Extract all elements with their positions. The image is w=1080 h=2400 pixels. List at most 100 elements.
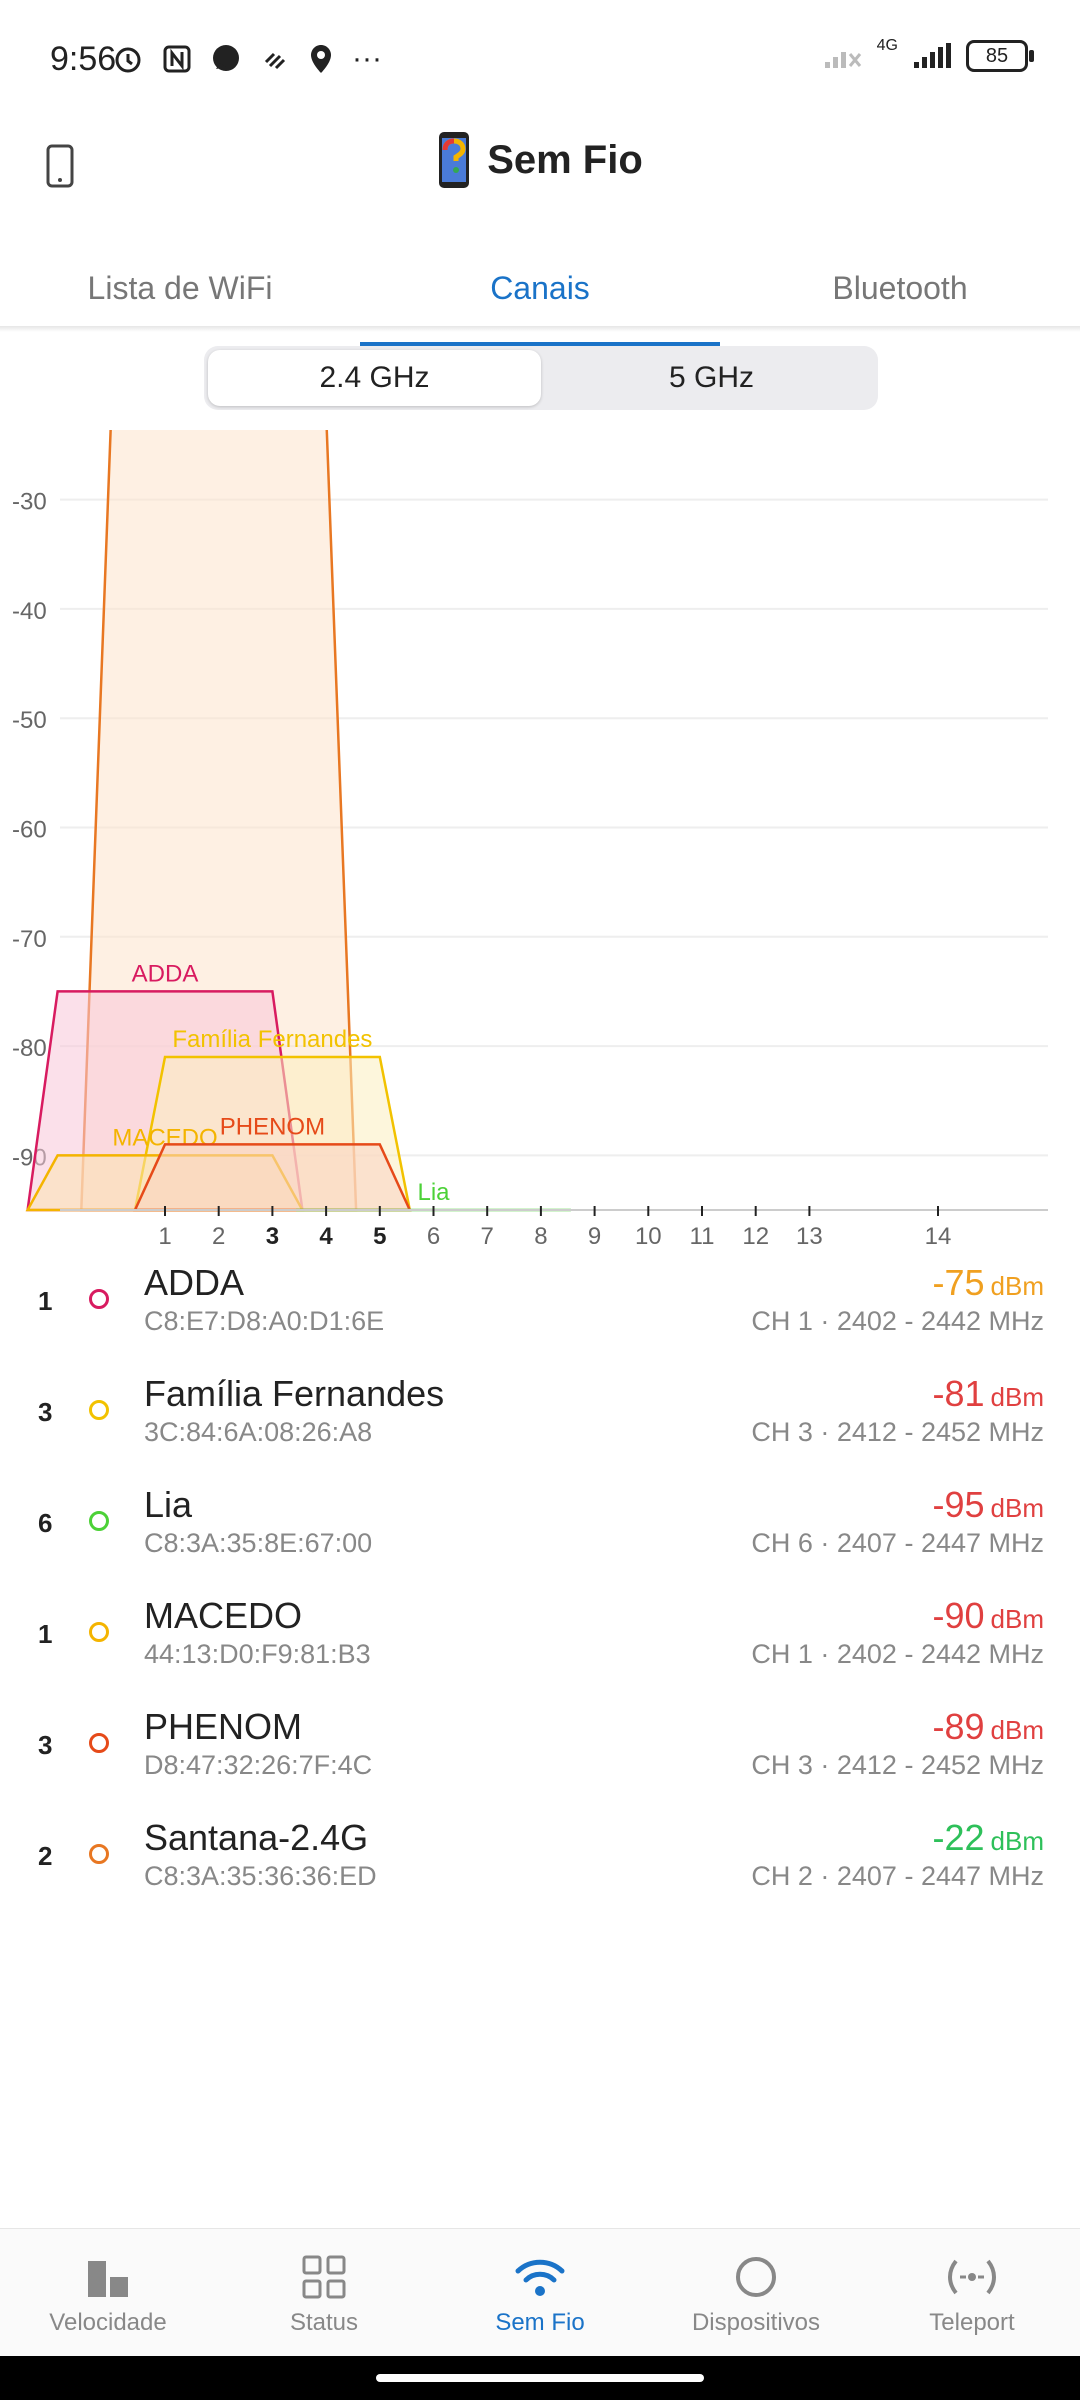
x-tick-label: 5 (373, 1223, 386, 1250)
network-ssid: MACEDO (144, 1595, 303, 1636)
chart-y-axis: -30-40-50-60-70-80-90 (12, 489, 47, 1172)
list-item[interactable]: 2 Santana-2.4G C8:3A:35:36:36:ED -22 dBm CH 2… (0, 1805, 1080, 1916)
network-channel-info: CH 1 · 2402 - 2442 MHz (751, 1306, 1044, 1336)
tab-lista-de-wifi[interactable]: Lista de WiFi (87, 270, 273, 306)
page-title: Sem Fio (0, 130, 1080, 190)
x-tick-label: 14 (925, 1223, 952, 1250)
phone-logo-icon (439, 132, 470, 188)
list-item[interactable]: 1 MACEDO 44:13:D0:F9:81:B3 -90 dBm CH 1 · 240… (0, 1583, 1080, 1694)
x-tick-label: 12 (742, 1223, 769, 1250)
battery-indicator: 85 (966, 40, 1034, 72)
device-icon[interactable] (44, 130, 82, 198)
list-item[interactable]: 1 ADDA C8:E7:D8:A0:D1:6E -75 dBm CH 1 · 2402 … (0, 1250, 1080, 1361)
signal-value: -90 (932, 1595, 985, 1636)
tab-bluetooth[interactable]: Bluetooth (832, 270, 968, 306)
x-tick-label: 13 (796, 1223, 823, 1250)
y-tick-label: -40 (12, 598, 47, 625)
status-icons: ··· (112, 42, 382, 76)
signal-unit: dBm (990, 1382, 1044, 1412)
nav-label: Status (289, 2309, 359, 2336)
network-color-dot (89, 1511, 109, 1531)
channel-number: 6 (38, 1508, 53, 1538)
nav-teleport[interactable]: Teleport (864, 2229, 1080, 2357)
nav-sem-fio[interactable]: Sem Fio (432, 2229, 648, 2357)
gesture-bar[interactable] (376, 2374, 704, 2382)
app-title: Sem Fio (487, 137, 643, 182)
y-tick-label: -60 (12, 817, 47, 844)
network-signal: -22 dBm (933, 1817, 1045, 1859)
network-channel-info: CH 1 · 2402 - 2442 MHz (751, 1639, 1044, 1669)
band-5ghz-button[interactable]: 5 GHz (668, 361, 755, 394)
x-tick-label: 6 (427, 1223, 440, 1250)
network-channel-info: CH 2 · 2407 - 2447 MHz (751, 1861, 1044, 1891)
band-2-4ghz-button[interactable]: 2.4 GHz (208, 350, 541, 406)
tabs-divider (0, 326, 1080, 332)
x-tick-label: 4 (319, 1223, 333, 1250)
signal-unit: dBm (990, 1493, 1044, 1523)
nav-label: Velocidade (49, 2309, 167, 2336)
x-tick-label: 2 (212, 1223, 225, 1250)
network-ssid: Santana-2.4G (144, 1817, 369, 1858)
signal-unit: dBm (990, 1826, 1044, 1856)
network-color-dot (89, 1844, 109, 1864)
x-tick-label: 9 (588, 1223, 601, 1250)
network-channel-info: CH 3 · 2412 - 2452 MHz (751, 1750, 1044, 1780)
signal-value: -81 (932, 1373, 985, 1414)
bottom-nav: Velocidade Status Sem Fio Dispositivos T… (0, 2228, 1080, 2357)
signal-unit: dBm (990, 1715, 1044, 1745)
location-icon (311, 45, 331, 73)
nav-status[interactable]: Status (216, 2229, 432, 2357)
network-bssid: C8:3A:35:8E:67:00 (144, 1528, 373, 1558)
alarm-icon (115, 47, 141, 73)
channel-number: 1 (38, 1286, 53, 1316)
x-tick-label: 1 (158, 1223, 171, 1250)
signal-value: -89 (932, 1706, 985, 1747)
network-signal: -95 dBm (933, 1484, 1045, 1526)
network-signal: -89 dBm (933, 1706, 1045, 1748)
network-signal: -90 dBm (933, 1595, 1045, 1637)
network-bssid: 3C:84:6A:08:26:A8 (144, 1417, 373, 1447)
nav-velocidade[interactable]: Velocidade (0, 2229, 216, 2357)
nav-dispositivos[interactable]: Dispositivos (648, 2229, 864, 2357)
x-tick-label: 11 (690, 1223, 715, 1250)
channel-number: 2 (38, 1841, 53, 1871)
tab-canais[interactable]: Canais (360, 250, 720, 348)
network-bssid: C8:3A:35:36:36:ED (144, 1861, 377, 1891)
network-color-dot (89, 1400, 109, 1420)
network-curve (133, 1143, 412, 1212)
tab-bar: Lista de WiFi Canais Bluetooth (0, 250, 1080, 348)
status-bar: 9:56 ··· 4G 85 (0, 0, 1080, 110)
app-bar: Sem Fio Lista de WiFi Canais Bluetooth (0, 110, 1080, 348)
band-toggle: 2.4 GHz 5 GHz (204, 346, 878, 410)
signal-icon (914, 43, 951, 68)
network-label: PHENOM (220, 1113, 325, 1140)
y-tick-label: -50 (12, 707, 47, 734)
network-color-dot (89, 1622, 109, 1642)
list-item[interactable]: 6 Lia C8:3A:35:8E:67:00 -95 dBm CH 6 · 2407 -… (0, 1472, 1080, 1583)
network-signal: -75 dBm (933, 1262, 1045, 1304)
nav-label: Sem Fio (495, 2309, 585, 2336)
network-ssid: Lia (144, 1484, 193, 1525)
grid-icon (302, 2255, 346, 2299)
list-item[interactable]: 3 PHENOM D8:47:32:26:7F:4C -89 dBm CH 3 · 241… (0, 1694, 1080, 1805)
circle-icon (736, 2257, 776, 2297)
list-item[interactable]: 3 Família Fernandes 3C:84:6A:08:26:A8 -81 dB… (0, 1361, 1080, 1472)
signal-value: -75 (932, 1262, 985, 1303)
network-ssid: ADDA (144, 1262, 245, 1303)
network-ssid: PHENOM (144, 1706, 303, 1747)
nfc-icon (163, 45, 191, 73)
signal-unit: dBm (990, 1271, 1044, 1301)
network-type: 4G (876, 37, 898, 54)
network-channel-info: CH 6 · 2407 - 2447 MHz (751, 1528, 1044, 1558)
network-ssid: Família Fernandes (144, 1373, 445, 1414)
more-icon: ··· (352, 42, 382, 75)
speed-icon (88, 2261, 128, 2297)
chart-x-axis: 1 2 3 4 5 6 7 8 9 10 11 12 13 14 (60, 1206, 1048, 1250)
network-label: Família Fernandes (172, 1026, 372, 1053)
status-right: 4G 85 (823, 37, 1034, 72)
x-tick-label: 8 (534, 1223, 547, 1250)
network-bssid: 44:13:D0:F9:81:B3 (144, 1639, 371, 1669)
network-bssid: C8:E7:D8:A0:D1:6E (144, 1306, 385, 1336)
